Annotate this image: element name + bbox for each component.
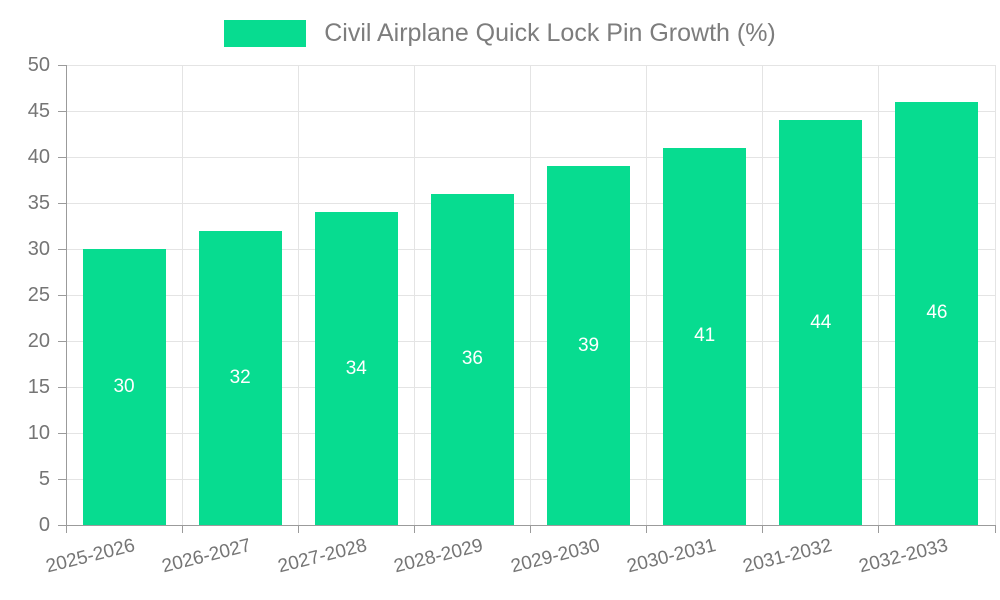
x-grid-line xyxy=(762,65,764,525)
y-axis-tick xyxy=(58,294,66,296)
y-tick-label: 50 xyxy=(27,54,50,76)
x-grid-line xyxy=(297,65,299,525)
x-axis-tick xyxy=(413,525,415,533)
y-tick-label: 30 xyxy=(27,238,50,260)
x-grid-line xyxy=(413,65,415,525)
y-tick-label: 20 xyxy=(27,330,50,352)
x-grid-line xyxy=(646,65,648,525)
x-axis-tick xyxy=(762,525,764,533)
y-tick-label: 0 xyxy=(38,514,50,536)
x-grid-line xyxy=(994,65,996,525)
bar xyxy=(895,101,979,525)
x-axis-tick xyxy=(878,525,880,533)
y-tick-label: 45 xyxy=(27,100,50,122)
x-axis-tick xyxy=(530,525,531,533)
bar xyxy=(430,193,514,525)
y-axis-tick xyxy=(58,64,66,66)
bar xyxy=(779,120,863,525)
y-axis-tick xyxy=(58,248,66,250)
y-axis-tick xyxy=(58,202,66,204)
bar-value-label: 41 xyxy=(694,325,716,347)
legend[interactable]: Civil Airplane Quick Lock Pin Growth (%) xyxy=(0,18,1000,48)
bar-value-label: 32 xyxy=(229,366,251,388)
y-tick-label: 35 xyxy=(27,192,50,214)
x-axis-tick xyxy=(297,525,299,533)
y-axis-tick xyxy=(58,156,66,158)
x-grid-line xyxy=(181,65,183,525)
bar xyxy=(198,230,282,525)
x-grid-line xyxy=(530,65,531,525)
bar-value-label: 36 xyxy=(461,348,483,370)
y-axis-tick xyxy=(58,478,66,480)
x-axis-tick xyxy=(65,525,67,533)
bar-value-label: 30 xyxy=(113,376,135,397)
y-axis-tick xyxy=(58,340,66,342)
x-axis-line xyxy=(66,524,995,526)
bar-value-label: 46 xyxy=(926,302,948,324)
bar-value-label: 34 xyxy=(345,357,367,379)
y-axis-line xyxy=(65,65,67,525)
y-axis-tick xyxy=(58,110,66,112)
y-axis-tick xyxy=(58,432,66,434)
y-tick-label: 25 xyxy=(27,284,50,306)
y-tick-label: 40 xyxy=(27,146,50,168)
bar-value-label: 44 xyxy=(810,311,832,333)
y-tick-label: 15 xyxy=(27,376,50,398)
bar xyxy=(82,249,166,525)
x-axis-tick xyxy=(181,525,183,533)
bar-value-label: 39 xyxy=(577,334,600,356)
x-axis-tick xyxy=(646,525,648,533)
bar xyxy=(314,212,398,525)
bar xyxy=(547,166,631,525)
x-axis-tick xyxy=(994,525,996,533)
y-tick-label: 10 xyxy=(27,422,50,444)
chart-title: Civil Airplane Quick Lock Pin Growth (%) xyxy=(324,19,776,47)
y-axis-tick xyxy=(58,524,66,526)
y-tick-label: 5 xyxy=(38,468,50,490)
bar xyxy=(663,147,747,525)
x-grid-line xyxy=(878,65,880,525)
legend-swatch-icon xyxy=(224,19,307,47)
y-axis-tick xyxy=(58,386,66,388)
